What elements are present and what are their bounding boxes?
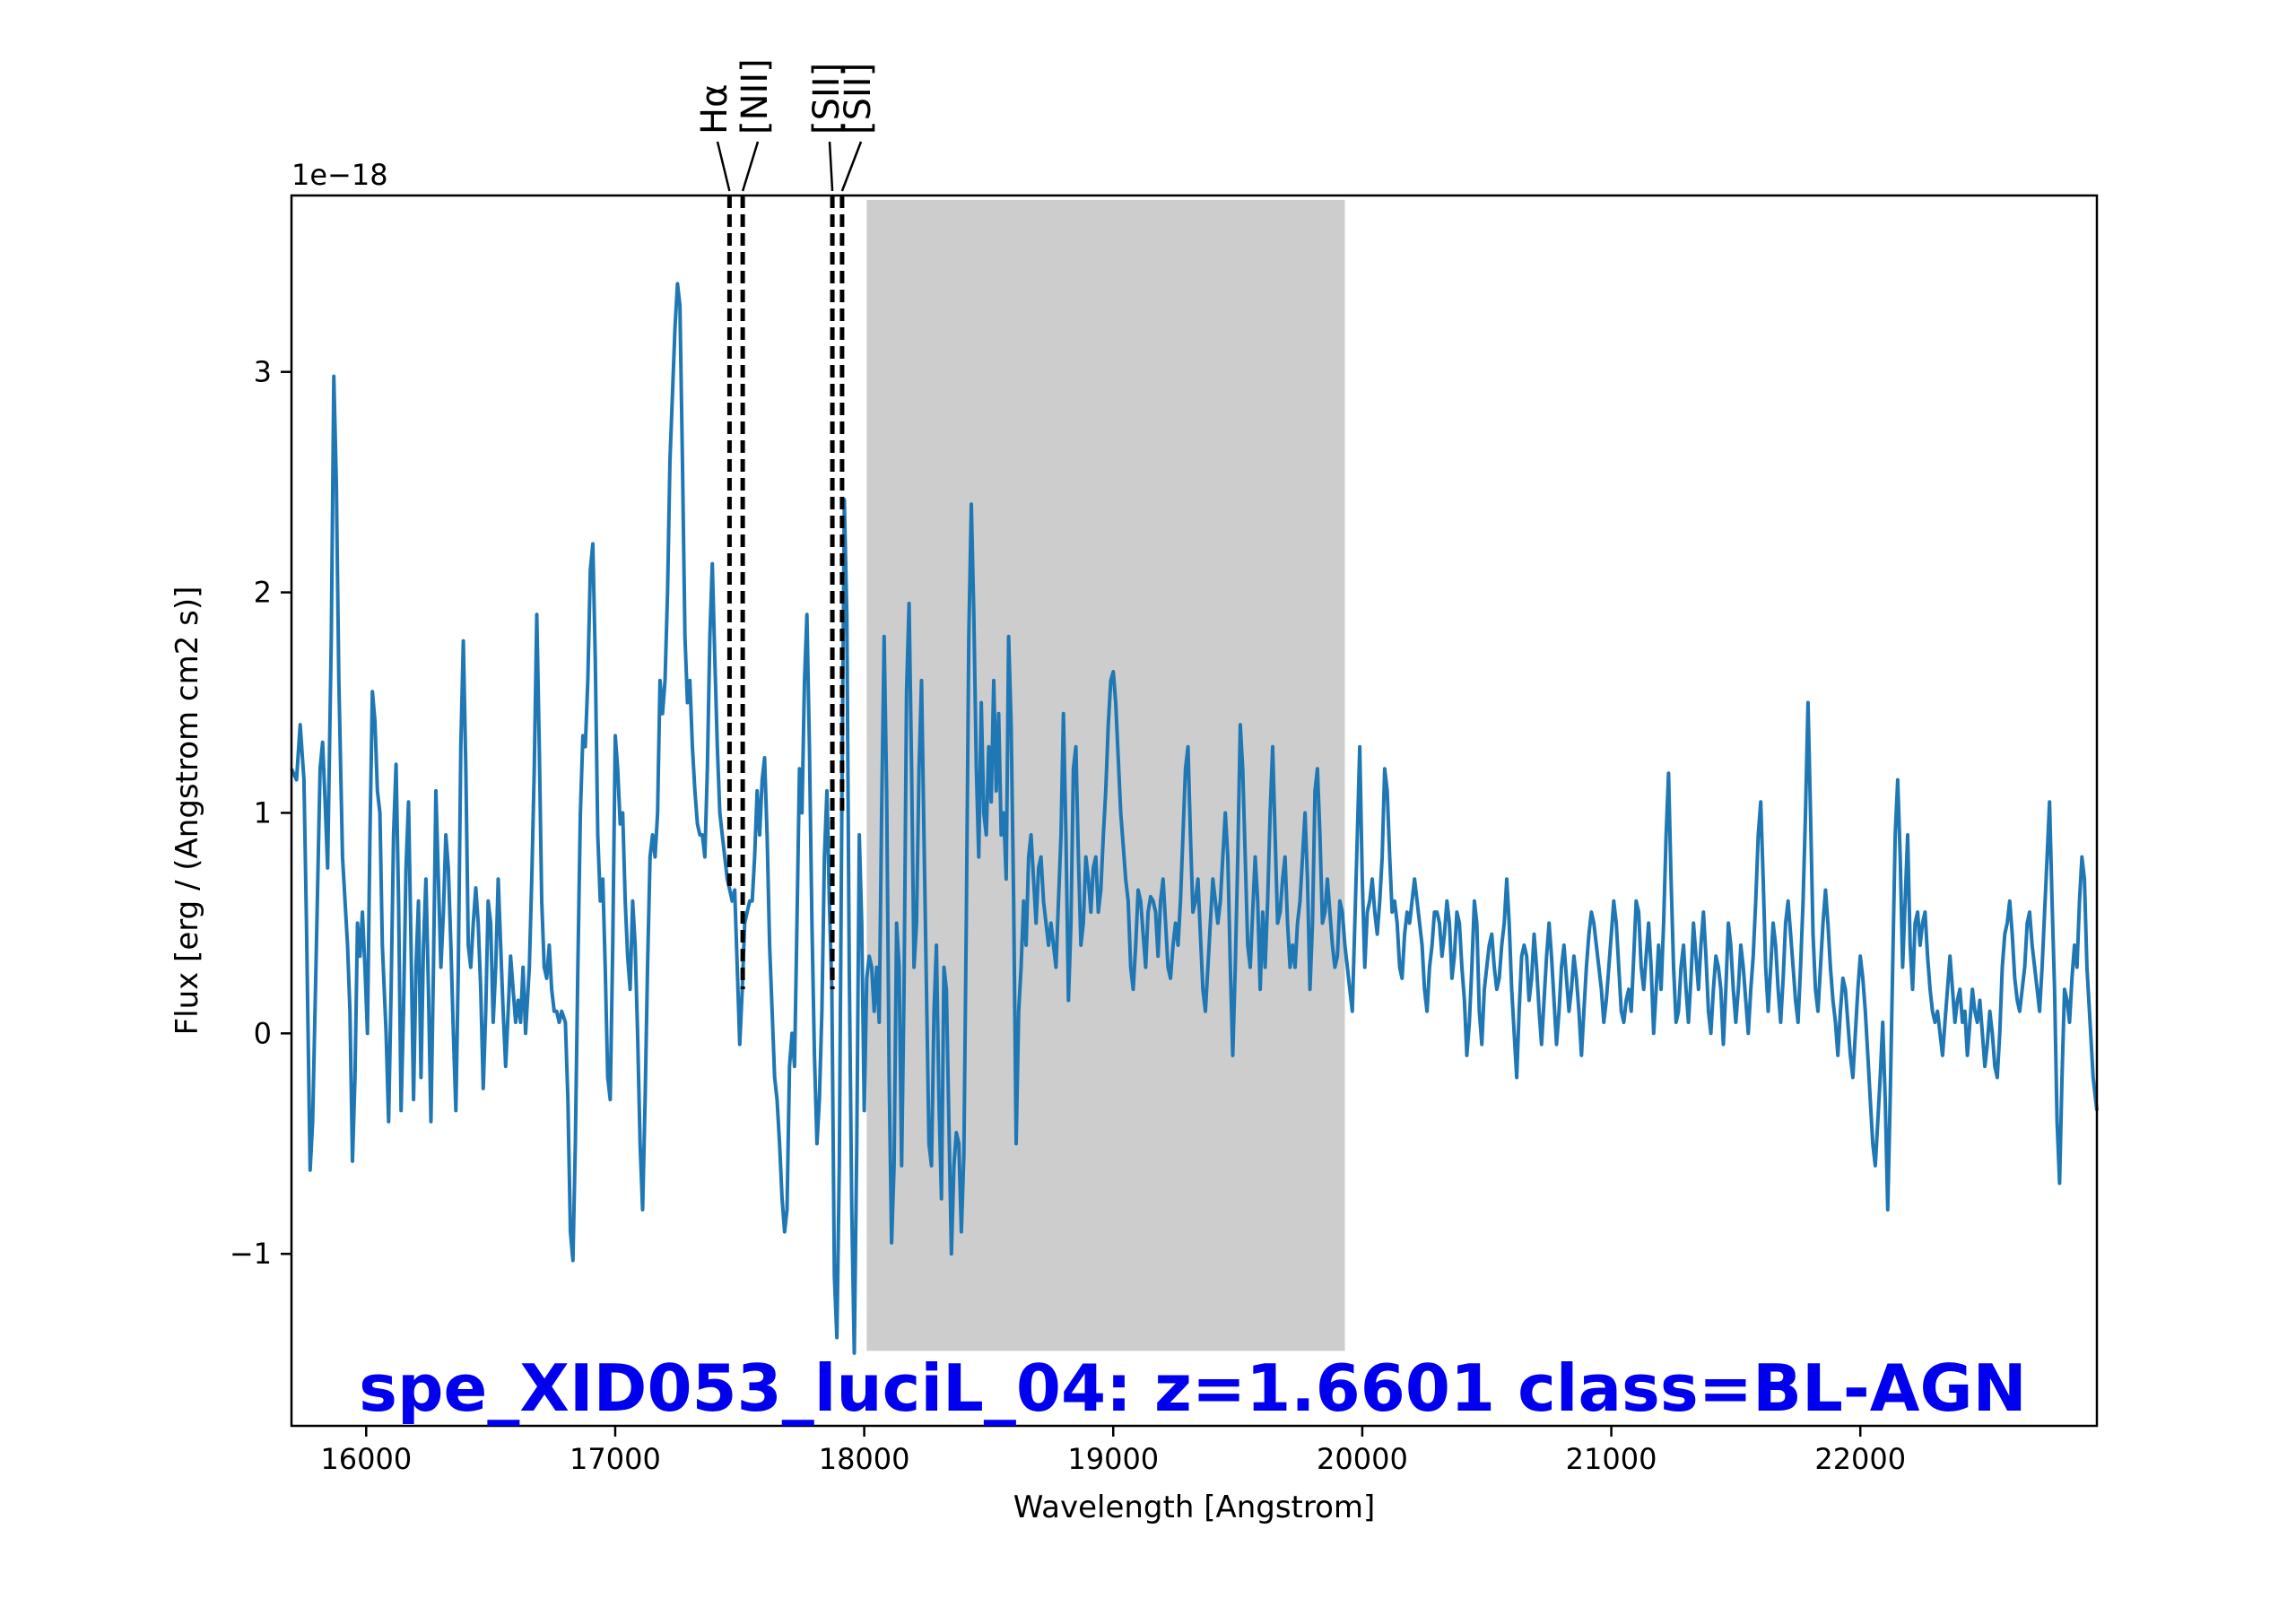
emission-line-connector [828,141,834,192]
emission-line-connector [716,141,731,192]
x-axis-label: Wavelength [Angstrom] [1013,1490,1376,1525]
emission-line-connector [840,141,863,192]
x-axis: 16000 17000 18000 19000 20000 21000 22000 [320,1426,1906,1476]
y-tick-label: 0 [254,1016,272,1050]
series-line-0 [290,282,2099,1355]
x-tick-label: 16000 [320,1442,412,1476]
emission-line-connector [741,141,760,192]
x-tick-label: 20000 [1317,1442,1408,1476]
emission-line-label: Hα [694,84,735,135]
plot-frame [290,194,2099,1428]
y-tick-label: 2 [254,576,272,610]
x-tick-label: 21000 [1566,1442,1657,1476]
x-tick-label: 22000 [1814,1442,1906,1476]
emission-lines-layer: Hα [NII] [SII][SII] [694,58,879,990]
y-tick-label: 1 [254,795,272,830]
emission-line-label: [SII] [806,63,848,135]
x-tick-label: 17000 [570,1442,661,1476]
x-tick-label: 18000 [819,1442,910,1476]
y-axis-offset-label: 1e−18 [291,158,388,192]
emission-line-label: [SII] [838,63,879,135]
y-axis: −1 0 1 2 3 [230,355,291,1271]
x-tick-label: 19000 [1067,1442,1159,1476]
y-tick-label: 3 [254,355,272,389]
y-tick-label: −1 [230,1237,272,1271]
series-layer [290,282,2099,1355]
emission-line-label: [NII] [735,58,776,135]
y-axis-label: Flux [erg / (Angstrom cm2 s)] [170,586,205,1036]
chart-title: spe_XID053_luciL_04: z=1.6601 class=BL-A… [359,1351,2027,1426]
